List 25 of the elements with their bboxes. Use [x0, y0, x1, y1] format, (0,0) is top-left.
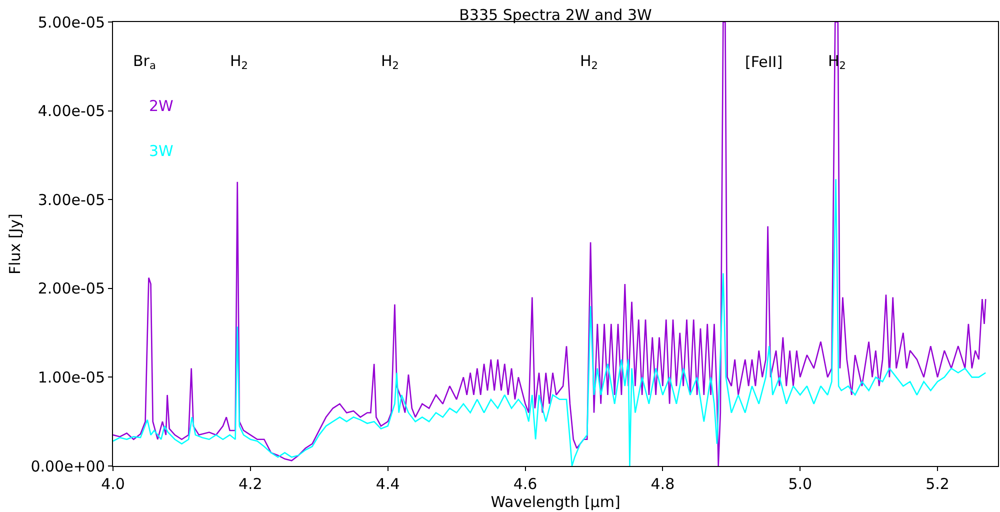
- x-tick-label: 4.0: [101, 475, 125, 493]
- x-tick-label: 4.2: [238, 475, 262, 493]
- text: 3W: [149, 142, 174, 160]
- line-series: [113, 22, 986, 466]
- x-tick-label: 5.2: [926, 475, 950, 493]
- line-series: [113, 178, 986, 466]
- y-tick-label: 3.00e-05: [38, 190, 105, 209]
- y-tick-label: 4.00e-05: [38, 102, 105, 120]
- y-axis-title: Flux [Jy]: [6, 214, 24, 274]
- annotation: H$_{2}$: [381, 52, 399, 72]
- x-tick-label: 4.4: [376, 475, 400, 493]
- x-axis-title: Wavelength [μm]: [490, 493, 620, 511]
- annotation: [FeII]: [745, 53, 783, 71]
- x-tick-label: 4.8: [650, 475, 675, 493]
- y-tick-label: 0.00e+00: [30, 457, 105, 476]
- annotation: H$_{2}$: [580, 52, 598, 72]
- text: 2W: [149, 97, 174, 115]
- x-tick-label: 4.6: [513, 475, 538, 493]
- annotation: Br$_{a}$: [133, 52, 156, 72]
- y-tick-label: 2.00e-05: [38, 280, 105, 298]
- y-tick-label: 1.00e-05: [38, 368, 105, 386]
- annotation: H$_{2}$: [230, 52, 248, 72]
- chart-title: B335 Spectra 2W and 3W: [459, 6, 652, 24]
- x-tick-label: 5.0: [788, 475, 812, 493]
- y-tick-label: 5.00e-05: [38, 13, 105, 32]
